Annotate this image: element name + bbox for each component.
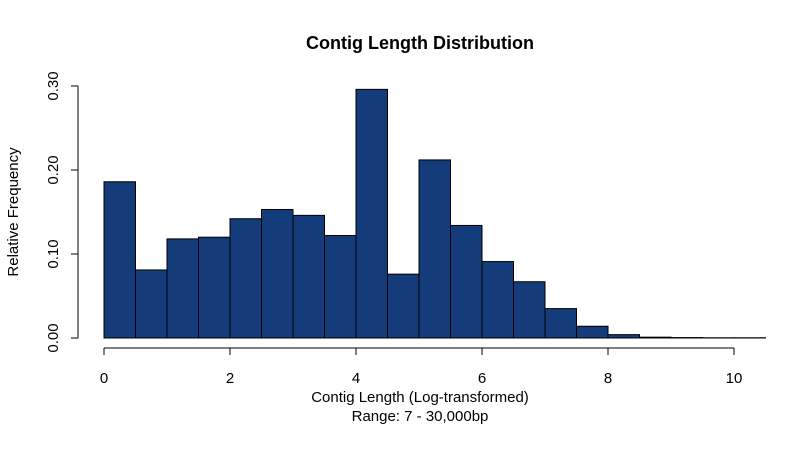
histogram-bar bbox=[451, 225, 483, 338]
histogram-bar bbox=[293, 215, 325, 338]
histogram-bar bbox=[262, 209, 294, 338]
y-axis-label: Relative Frequency bbox=[5, 147, 22, 277]
histogram-bar bbox=[419, 160, 451, 338]
histogram-bar bbox=[167, 239, 199, 338]
bars bbox=[104, 89, 766, 338]
y-tick-label: 0.10 bbox=[45, 239, 62, 268]
x-axis-label: Contig Length (Log-transformed) bbox=[311, 389, 529, 406]
y-tick-label: 0.30 bbox=[45, 71, 62, 100]
histogram-bar bbox=[199, 237, 231, 338]
x-tick-label: 10 bbox=[726, 370, 743, 387]
histogram-bar bbox=[577, 326, 609, 338]
histogram-bar bbox=[640, 337, 672, 338]
y-axis: 0.00 0.10 0.20 0.30 bbox=[45, 71, 78, 352]
x-tick-label: 2 bbox=[226, 370, 234, 387]
histogram-bar bbox=[356, 89, 388, 338]
x-tick-label: 8 bbox=[604, 370, 612, 387]
chart-title: Contig Length Distribution bbox=[306, 33, 534, 53]
histogram-bar bbox=[608, 335, 640, 338]
histogram-bar bbox=[104, 182, 136, 338]
y-tick-label: 0.00 bbox=[45, 323, 62, 352]
x-tick-label: 6 bbox=[478, 370, 486, 387]
histogram-bar bbox=[388, 274, 420, 338]
histogram-bar bbox=[136, 270, 168, 338]
y-tick-label: 0.20 bbox=[45, 155, 62, 184]
histogram-bar bbox=[545, 309, 577, 338]
x-tick-label: 0 bbox=[100, 370, 108, 387]
histogram-bar bbox=[514, 282, 546, 338]
x-axis: 0 2 4 6 8 10 bbox=[100, 348, 743, 387]
x-tick-label: 4 bbox=[352, 370, 360, 387]
histogram-bar bbox=[482, 262, 514, 338]
x-axis-subtitle: Range: 7 - 30,000bp bbox=[352, 408, 489, 425]
histogram-bar bbox=[325, 236, 357, 338]
histogram-bar bbox=[230, 219, 262, 338]
